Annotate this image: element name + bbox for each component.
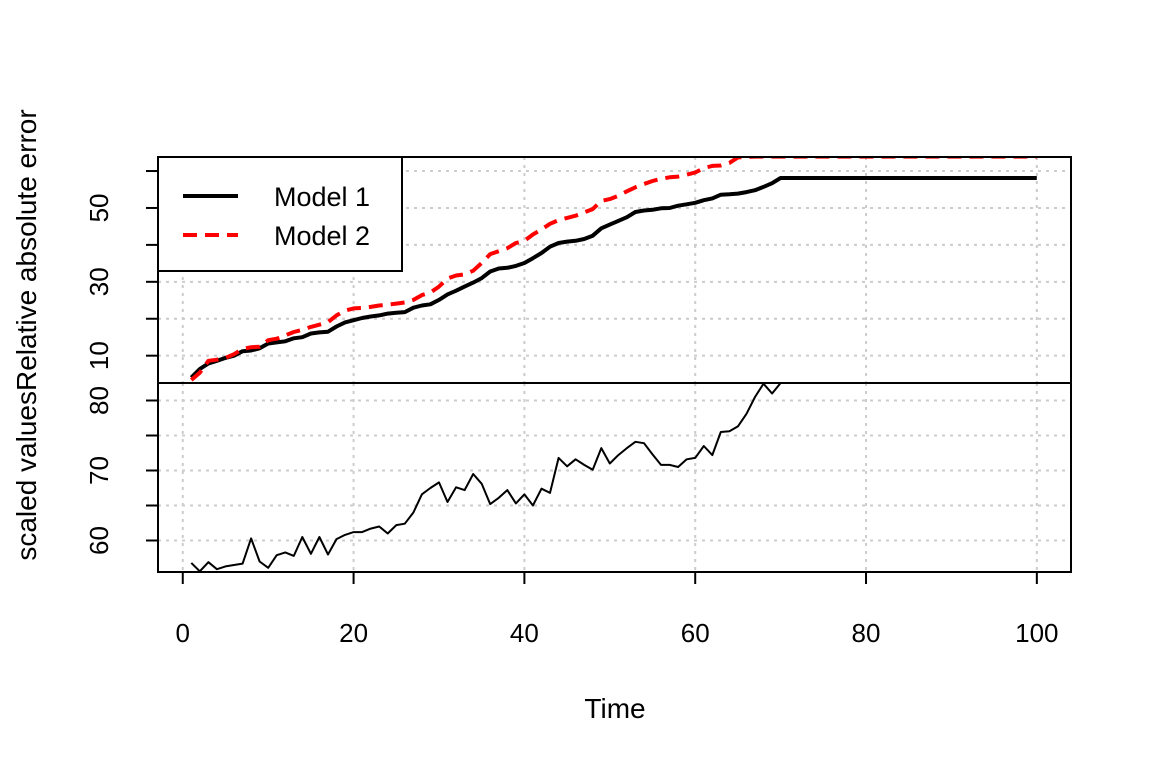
series-line-scaled-values — [190, 383, 782, 572]
y-tick-label: 80 — [84, 386, 114, 415]
panel-frame-scaled-values — [157, 382, 1072, 573]
x-tick-label: 40 — [510, 618, 539, 648]
x-tick-label: 80 — [852, 618, 881, 648]
legend: Model 1 Model 2 — [157, 156, 403, 272]
y-tick-label: 30 — [84, 267, 114, 296]
series-line-model-1 — [189, 176, 1037, 379]
legend-label-model-2: Model 2 — [274, 221, 370, 251]
x-tick-label: 0 — [176, 618, 190, 648]
y-tick-label: 10 — [84, 341, 114, 370]
y-tick-label: 50 — [84, 193, 114, 222]
y-axis-label-relative-error: scaled valuesRelative absolute error — [11, 109, 42, 560]
legend-label-model-1: Model 1 — [274, 182, 370, 212]
x-tick-label: 60 — [681, 618, 710, 648]
axes: 10 30 50 60 70 80 0 20 40 60 80 100 — [84, 170, 1059, 648]
x-axis-label: Time — [584, 693, 645, 724]
legend-box — [157, 156, 403, 272]
series-lines — [189, 157, 1037, 572]
series-line-model-2 — [189, 157, 1037, 382]
x-tick-label: 100 — [1015, 618, 1058, 648]
y-tick-label: 60 — [84, 526, 114, 555]
y-tick-label: 70 — [84, 456, 114, 485]
x-tick-label: 20 — [339, 618, 368, 648]
